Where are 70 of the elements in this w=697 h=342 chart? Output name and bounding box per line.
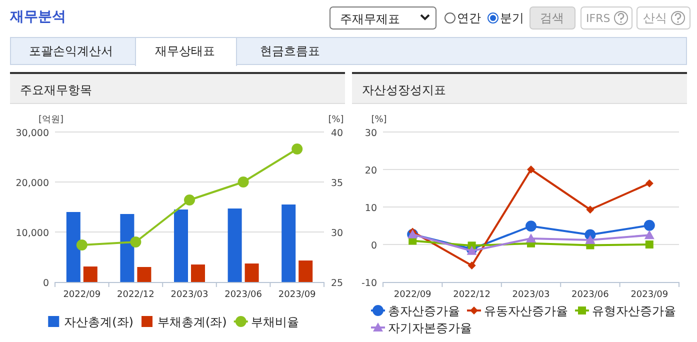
point <box>238 176 249 188</box>
text: 현금흐름표 <box>260 44 320 58</box>
point <box>644 230 654 240</box>
y2-tick-label: 35 <box>331 178 344 189</box>
legend-label: 유형자산증가율 <box>592 304 676 318</box>
point <box>645 179 654 188</box>
point <box>644 220 655 231</box>
point <box>130 236 142 248</box>
x-tick-label: 2022/09 <box>63 290 101 300</box>
y-tick-label: -10 <box>361 278 377 289</box>
y-tick-label: 30 <box>364 128 377 139</box>
bar <box>120 214 134 282</box>
legend-label: 부채비율 <box>250 315 299 329</box>
point <box>526 220 536 232</box>
bar <box>174 210 188 282</box>
text: 검색 <box>540 11 564 25</box>
bar <box>228 208 242 282</box>
x-tick-label: 2023/06 <box>224 290 262 300</box>
text: 재무분석 <box>9 9 66 25</box>
y2-axis-title: [%] <box>328 115 344 125</box>
bar <box>191 264 205 282</box>
text: 포괄손익계산서 <box>29 44 113 58</box>
bar <box>244 264 259 282</box>
legend-label: 총자산증가율 <box>388 304 460 318</box>
point <box>526 234 536 242</box>
y-axis-title: [억원] <box>38 115 64 125</box>
point <box>292 144 303 154</box>
point <box>527 166 535 174</box>
text: 연간 <box>457 11 481 25</box>
text: IFRS <box>586 12 610 25</box>
chart-title: 주요재무항목 <box>20 83 92 97</box>
x-tick-label: 2023/03 <box>170 290 208 300</box>
text: 산식 <box>643 11 667 25</box>
point <box>468 262 476 270</box>
x-tick-label: 2022/12 <box>453 290 490 300</box>
text: 분기 <box>500 11 524 25</box>
y-tick-label: 20,000 <box>16 178 49 189</box>
y-tick-label: 0 <box>370 240 377 252</box>
point <box>586 206 594 214</box>
x-tick-label: 2022/09 <box>394 290 432 300</box>
bar <box>282 204 296 282</box>
x-tick-label: 2023/09 <box>278 290 316 300</box>
legend-label: 유동자산증가율 <box>484 304 568 318</box>
y2-tick-label: 30 <box>331 228 344 239</box>
point <box>645 240 654 248</box>
bar <box>83 266 98 282</box>
x-tick-label: 2023/06 <box>572 290 610 300</box>
y-axis-title: [%] <box>371 115 387 125</box>
bar <box>66 212 80 282</box>
x-tick-label: 2023/09 <box>630 290 668 300</box>
x-tick-label: 2023/03 <box>512 290 550 300</box>
legend-label: 부채총계(좌) <box>158 315 227 329</box>
y-tick-label: 20 <box>364 166 377 176</box>
legend-label: 자산총계(좌) <box>64 315 134 329</box>
y-tick-label: 30,000 <box>16 128 49 139</box>
y-tick-label: 10,000 <box>16 228 49 239</box>
bar <box>298 260 313 282</box>
y2-tick-label: 40 <box>331 128 344 139</box>
x-tick-label: 2022/12 <box>117 290 154 300</box>
chart-title: 자산성장성지표 <box>362 83 446 97</box>
legend-label: 자기자본증가율 <box>388 321 472 335</box>
point <box>76 240 88 250</box>
text: 재무상태표 <box>155 44 215 58</box>
point <box>184 194 195 206</box>
y2-tick-label: 25 <box>331 278 344 289</box>
bar <box>137 267 152 282</box>
text: 주재무제표 <box>340 12 400 26</box>
y-tick-label: 10 <box>364 203 377 214</box>
y-tick-label: 0 <box>42 278 49 289</box>
point <box>585 235 596 244</box>
